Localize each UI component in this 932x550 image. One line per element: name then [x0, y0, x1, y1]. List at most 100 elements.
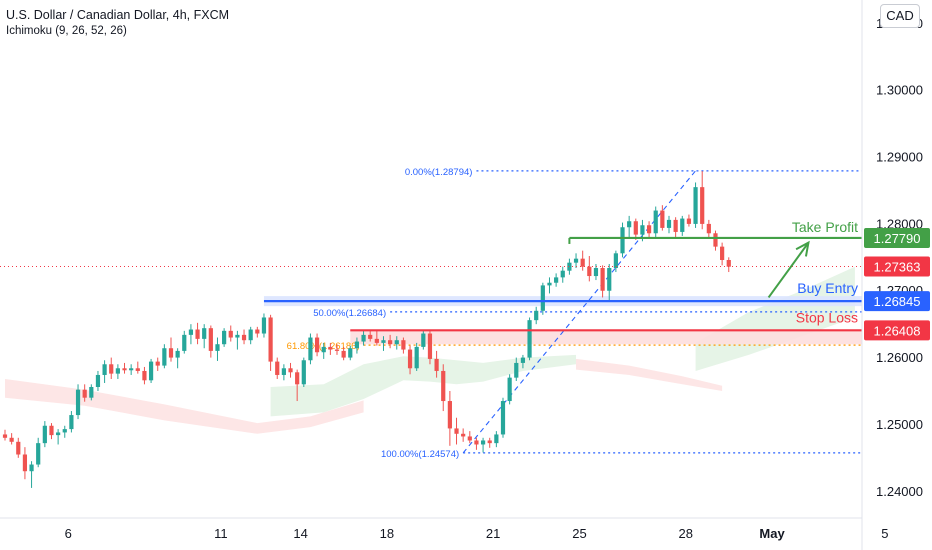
candle-body [321, 346, 326, 353]
candle-body [414, 346, 419, 369]
candle [686, 214, 692, 227]
candle-body [554, 277, 559, 283]
candle-body [348, 348, 353, 358]
candle-body [613, 253, 618, 269]
candle-body [295, 372, 300, 385]
buy-entry-price-tag-label: 1.26845 [874, 294, 921, 309]
candle [467, 431, 472, 444]
candle [374, 330, 379, 346]
candle-body [361, 334, 366, 342]
buy-entry-label: Buy Entry [797, 280, 858, 296]
candle [567, 258, 572, 275]
take-profit-price-tag-label: 1.27790 [874, 231, 921, 246]
candle-body [720, 246, 725, 261]
candle [534, 306, 539, 325]
candle-body [89, 386, 94, 398]
candle-body [148, 361, 154, 381]
candle-body [713, 233, 718, 247]
candle-body [215, 344, 220, 351]
buy-entry-level: Buy Entry [263, 280, 862, 303]
candle-body [248, 329, 253, 341]
arrow-shaft [767, 242, 810, 299]
candle [334, 344, 340, 355]
candle-body [381, 340, 386, 343]
currency-button[interactable]: CAD [880, 4, 920, 28]
current-price-tag: 1.27363 [864, 256, 930, 277]
fib-label-3: 100.00%(1.24574) [381, 449, 459, 460]
stop-loss-level: Stop Loss [350, 309, 862, 332]
candle [195, 322, 200, 345]
candle [182, 330, 187, 354]
candle-body [56, 432, 61, 436]
candle [474, 437, 479, 450]
candle [36, 437, 41, 468]
candle-body [368, 334, 373, 339]
candle-body [109, 364, 114, 374]
candle-body [540, 285, 545, 311]
stop-loss-price-tag-label: 1.26408 [874, 323, 921, 338]
current-price-tag-bg [864, 256, 930, 277]
stop-loss-label: Stop Loss [796, 309, 858, 325]
candle [447, 391, 452, 446]
candle [388, 334, 393, 349]
candle-body [354, 341, 360, 349]
candle [268, 314, 273, 371]
candle [354, 337, 360, 354]
candle [22, 447, 28, 480]
candle [454, 417, 459, 445]
candle [348, 345, 353, 361]
candle [394, 336, 399, 350]
candle-body [700, 187, 705, 224]
indicator-label[interactable]: Ichimoku (9, 26, 52, 26) [6, 25, 127, 37]
candle [16, 437, 21, 458]
candle-body [102, 364, 107, 375]
candle [75, 384, 81, 420]
candle [95, 370, 101, 392]
candle-body [281, 368, 286, 375]
buy-entry-price-tag-bg [864, 291, 930, 312]
candle-body [22, 454, 28, 472]
candle [407, 345, 413, 375]
candle [275, 357, 280, 379]
candle [89, 384, 94, 401]
candle [500, 397, 506, 438]
candle [328, 342, 333, 355]
stop-loss-zone [350, 330, 862, 345]
candle [600, 265, 605, 298]
candle-body [600, 268, 605, 291]
candle [520, 354, 526, 369]
candle-body [42, 425, 47, 444]
candle-body [573, 258, 579, 263]
candle [148, 358, 154, 383]
candle [560, 266, 565, 283]
take-profit-price-tag: 1.27790 [864, 227, 930, 248]
candle-body [434, 358, 439, 371]
candle-body [646, 225, 652, 234]
candle [441, 364, 446, 412]
candle [673, 217, 678, 238]
x-tick-label: 28 [678, 526, 692, 541]
candle-body [115, 368, 120, 374]
candle-body [49, 425, 54, 436]
y-tick-label: 1.28000 [876, 216, 923, 231]
candle-body [135, 368, 140, 371]
candle-body [507, 377, 512, 402]
candle [726, 257, 731, 273]
candle [706, 219, 711, 238]
candle [680, 215, 685, 236]
candle [248, 326, 253, 345]
y-tick-label: 1.26000 [876, 350, 923, 365]
candle [122, 362, 127, 374]
candle [56, 429, 61, 445]
candle [62, 425, 67, 438]
candle [228, 325, 233, 342]
candle-body [2, 434, 8, 438]
take-profit-level: Take Profit [568, 219, 862, 244]
candle [646, 221, 652, 238]
candle [487, 437, 492, 448]
candle [135, 361, 140, 374]
fibonacci-retracement: 0.00%(1.28794) 50.00%(1.26684) 61.80%(1.26… [287, 167, 862, 460]
stop-loss-price-tag: 1.26408 [864, 320, 930, 341]
candle-body [288, 368, 293, 373]
